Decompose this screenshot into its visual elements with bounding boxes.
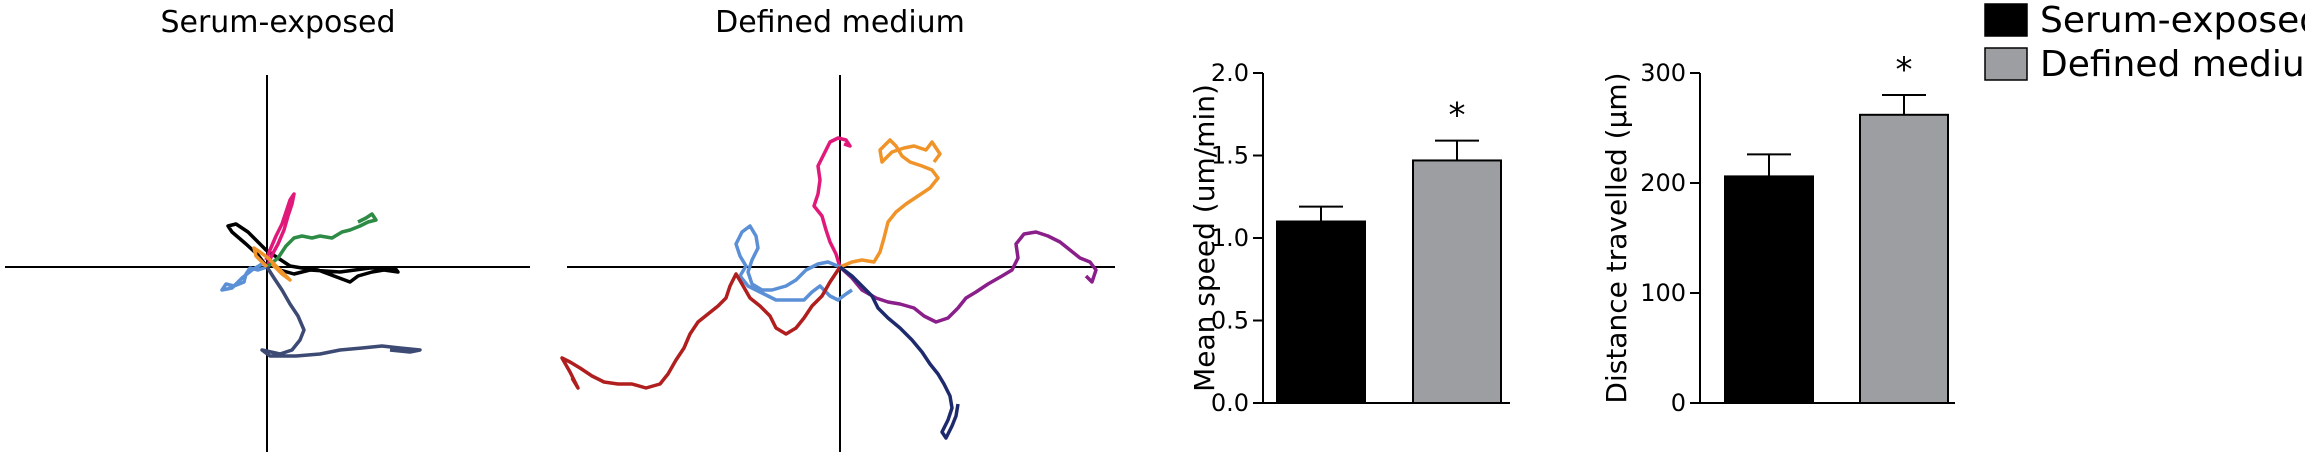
y-axis-label: Distance travelled (μm) <box>1600 72 1633 403</box>
significance-marker: * <box>1449 96 1466 136</box>
y-tick-label: 0.0 <box>1211 389 1249 417</box>
track-plot-title: Serum-exposed <box>160 5 395 40</box>
y-tick-label: 2.0 <box>1211 59 1249 87</box>
bar <box>1859 113 1949 405</box>
cell-track <box>252 246 292 282</box>
y-tick-label: 0.5 <box>1211 307 1249 335</box>
y-tick-label: 0 <box>1671 389 1686 417</box>
track-plot-title: Defined medium <box>715 5 965 40</box>
legend-swatch <box>1984 47 2028 81</box>
cell-track <box>734 224 853 302</box>
track-plot-serum: Serum-exposed <box>5 5 530 452</box>
cell-track <box>260 266 422 358</box>
cell-track <box>839 138 942 269</box>
y-axis-label: Mean speed (um/min) <box>1188 84 1221 392</box>
cell-track <box>838 230 1098 324</box>
legend-label: Defined medium <box>2040 44 2305 85</box>
legend-label: Serum-exposed <box>2040 0 2305 41</box>
bar <box>1412 159 1502 404</box>
y-tick-label: 1.5 <box>1211 142 1249 170</box>
cell-track <box>838 265 960 440</box>
legend: Serum-exposed Defined medium <box>1984 0 2305 85</box>
bar <box>1724 175 1814 404</box>
bar <box>1276 220 1366 404</box>
y-tick-label: 100 <box>1640 279 1686 307</box>
significance-marker: * <box>1896 50 1913 90</box>
cell-track <box>265 212 378 269</box>
track-plot-defined: Defined medium <box>560 5 1115 452</box>
y-tick-label: 300 <box>1640 59 1686 87</box>
y-tick-label: 200 <box>1640 169 1686 197</box>
cell-track <box>220 262 268 292</box>
legend-swatch <box>1984 3 2028 37</box>
cell-track <box>560 266 842 390</box>
cell-track <box>264 192 296 268</box>
y-tick-label: 1.0 <box>1211 224 1249 252</box>
cell-track <box>226 222 400 284</box>
cell-track <box>812 136 852 268</box>
